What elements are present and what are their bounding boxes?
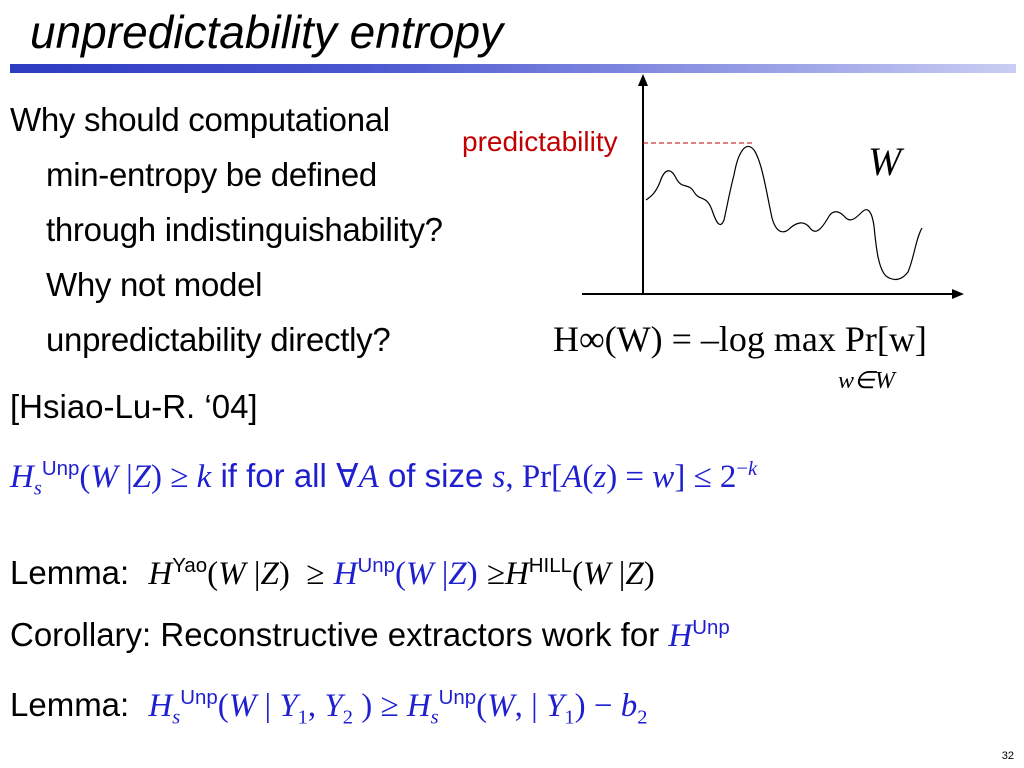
entropy-diagram bbox=[582, 74, 964, 299]
title-underline bbox=[10, 64, 1016, 73]
definition-line: HsUnp(W |Z) ≥ k if for all ∀A of size s,… bbox=[10, 457, 758, 500]
lemma-2-label: Lemma: bbox=[10, 686, 130, 723]
curve-label: W bbox=[868, 139, 902, 184]
intro-line: unpredictability directly? bbox=[46, 321, 391, 358]
y-axis-arrow bbox=[638, 74, 648, 86]
sup-unp: Unp bbox=[41, 457, 80, 480]
definition-text-if: if for all bbox=[220, 457, 327, 494]
lemma-1: Lemma: HYao(W |Z) ≥ HUnp(W |Z) ≥HHILL(W … bbox=[10, 554, 655, 592]
corollary: Corollary: Reconstructive extractors wor… bbox=[10, 616, 730, 654]
sup-unp: Unp bbox=[692, 616, 730, 639]
lemma-2: Lemma: HsUnp(W | Y1, Y2 ) ≥ HsUnp(W, | Y… bbox=[10, 686, 648, 729]
citation: [Hsiao-Lu-R. ‘04] bbox=[10, 388, 258, 425]
slide-number: 32 bbox=[1001, 750, 1014, 762]
sup-unp: Unp bbox=[438, 686, 477, 709]
sup-hill: HILL bbox=[528, 554, 572, 577]
predictability-label: predictability bbox=[462, 126, 618, 157]
intro-line: Why should computational bbox=[10, 101, 390, 138]
lemma-1-label: Lemma: bbox=[10, 554, 130, 591]
intro-line: Why not model bbox=[46, 266, 263, 303]
intro-line: through indistinguishability? bbox=[46, 211, 443, 248]
definition-text-of-size: of size bbox=[387, 457, 484, 494]
sup-unp: Unp bbox=[357, 554, 395, 577]
intro-line: min-entropy be defined bbox=[46, 156, 377, 193]
corollary-text: Corollary: Reconstructive extractors wor… bbox=[10, 616, 660, 653]
min-entropy-formula: H∞(W) = –log max Pr[w] bbox=[553, 319, 927, 359]
formula-subscript: w∈W bbox=[838, 368, 895, 394]
intro-paragraph: Why should computational min-entropy be … bbox=[10, 92, 443, 367]
sup-yao: Yao bbox=[172, 554, 208, 577]
x-axis-arrow bbox=[952, 289, 964, 299]
distribution-curve bbox=[645, 145, 923, 281]
slide-title: unpredictability entropy bbox=[30, 6, 504, 58]
sup-unp: Unp bbox=[180, 686, 218, 709]
